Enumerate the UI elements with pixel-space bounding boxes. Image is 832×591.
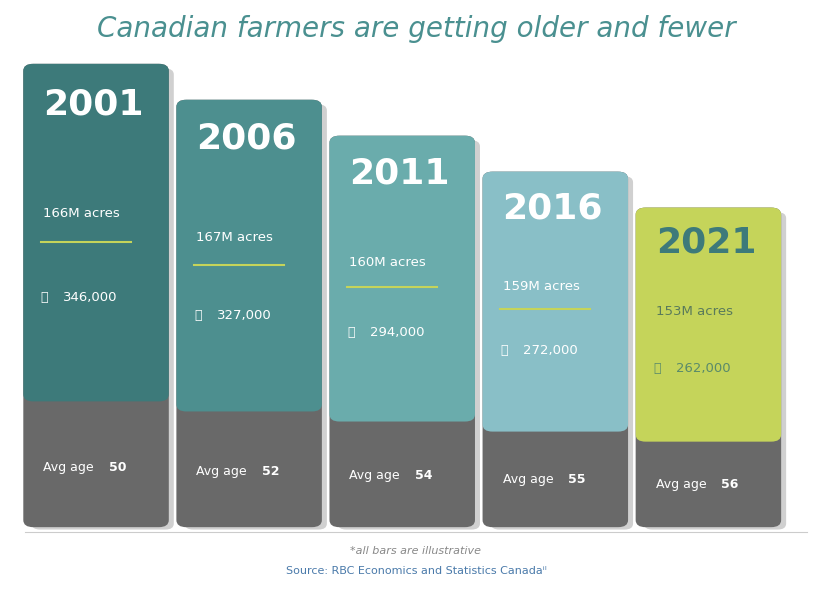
Text: ⛹: ⛹ bbox=[41, 291, 48, 304]
Bar bbox=[339, 382, 465, 414]
Bar bbox=[646, 408, 771, 434]
FancyBboxPatch shape bbox=[338, 141, 480, 530]
FancyBboxPatch shape bbox=[483, 171, 628, 431]
Text: 52: 52 bbox=[262, 465, 280, 478]
FancyBboxPatch shape bbox=[483, 171, 628, 527]
Text: Canadian farmers are getting older and fewer: Canadian farmers are getting older and f… bbox=[97, 15, 735, 43]
Text: Source: RBC Economics and Statistics Canadaⁱᴵ: Source: RBC Economics and Statistics Can… bbox=[285, 567, 547, 576]
Text: 2021: 2021 bbox=[656, 226, 756, 259]
Text: Avg age: Avg age bbox=[503, 473, 557, 486]
Text: ⛹: ⛹ bbox=[653, 362, 661, 375]
Text: 2006: 2006 bbox=[196, 122, 297, 156]
Text: ⛹: ⛹ bbox=[500, 345, 508, 358]
Text: 2016: 2016 bbox=[503, 191, 603, 225]
Text: 55: 55 bbox=[568, 473, 586, 486]
Text: 2001: 2001 bbox=[43, 87, 144, 121]
Text: Avg age: Avg age bbox=[656, 478, 711, 491]
Text: 262,000: 262,000 bbox=[676, 362, 730, 375]
FancyBboxPatch shape bbox=[32, 69, 174, 530]
FancyBboxPatch shape bbox=[23, 64, 169, 527]
FancyBboxPatch shape bbox=[644, 212, 786, 530]
Text: 56: 56 bbox=[721, 478, 738, 491]
FancyBboxPatch shape bbox=[636, 207, 781, 527]
Bar bbox=[186, 369, 312, 404]
Text: 2011: 2011 bbox=[349, 157, 450, 190]
Text: 160M acres: 160M acres bbox=[349, 256, 426, 269]
FancyBboxPatch shape bbox=[329, 136, 475, 421]
Text: 294,000: 294,000 bbox=[369, 326, 424, 339]
Bar bbox=[33, 356, 159, 394]
FancyBboxPatch shape bbox=[23, 64, 169, 401]
Text: 50: 50 bbox=[109, 461, 126, 474]
FancyBboxPatch shape bbox=[185, 105, 327, 530]
Text: ⛹: ⛹ bbox=[347, 326, 354, 339]
Text: Avg age: Avg age bbox=[196, 465, 251, 478]
FancyBboxPatch shape bbox=[491, 176, 633, 530]
Text: Avg age: Avg age bbox=[43, 461, 98, 474]
Text: ⛹: ⛹ bbox=[194, 309, 201, 322]
FancyBboxPatch shape bbox=[329, 136, 475, 527]
Text: 167M acres: 167M acres bbox=[196, 231, 273, 244]
Bar bbox=[493, 395, 618, 424]
Text: 272,000: 272,000 bbox=[522, 345, 577, 358]
Text: Avg age: Avg age bbox=[349, 469, 404, 482]
Text: 54: 54 bbox=[415, 469, 433, 482]
Text: 166M acres: 166M acres bbox=[43, 207, 120, 220]
FancyBboxPatch shape bbox=[176, 100, 322, 527]
Text: *all bars are illustrative: *all bars are illustrative bbox=[350, 546, 482, 556]
FancyBboxPatch shape bbox=[636, 207, 781, 441]
Text: 327,000: 327,000 bbox=[216, 309, 271, 322]
Text: 153M acres: 153M acres bbox=[656, 305, 733, 318]
Text: 346,000: 346,000 bbox=[63, 291, 118, 304]
FancyBboxPatch shape bbox=[176, 100, 322, 411]
Text: 159M acres: 159M acres bbox=[503, 280, 579, 293]
